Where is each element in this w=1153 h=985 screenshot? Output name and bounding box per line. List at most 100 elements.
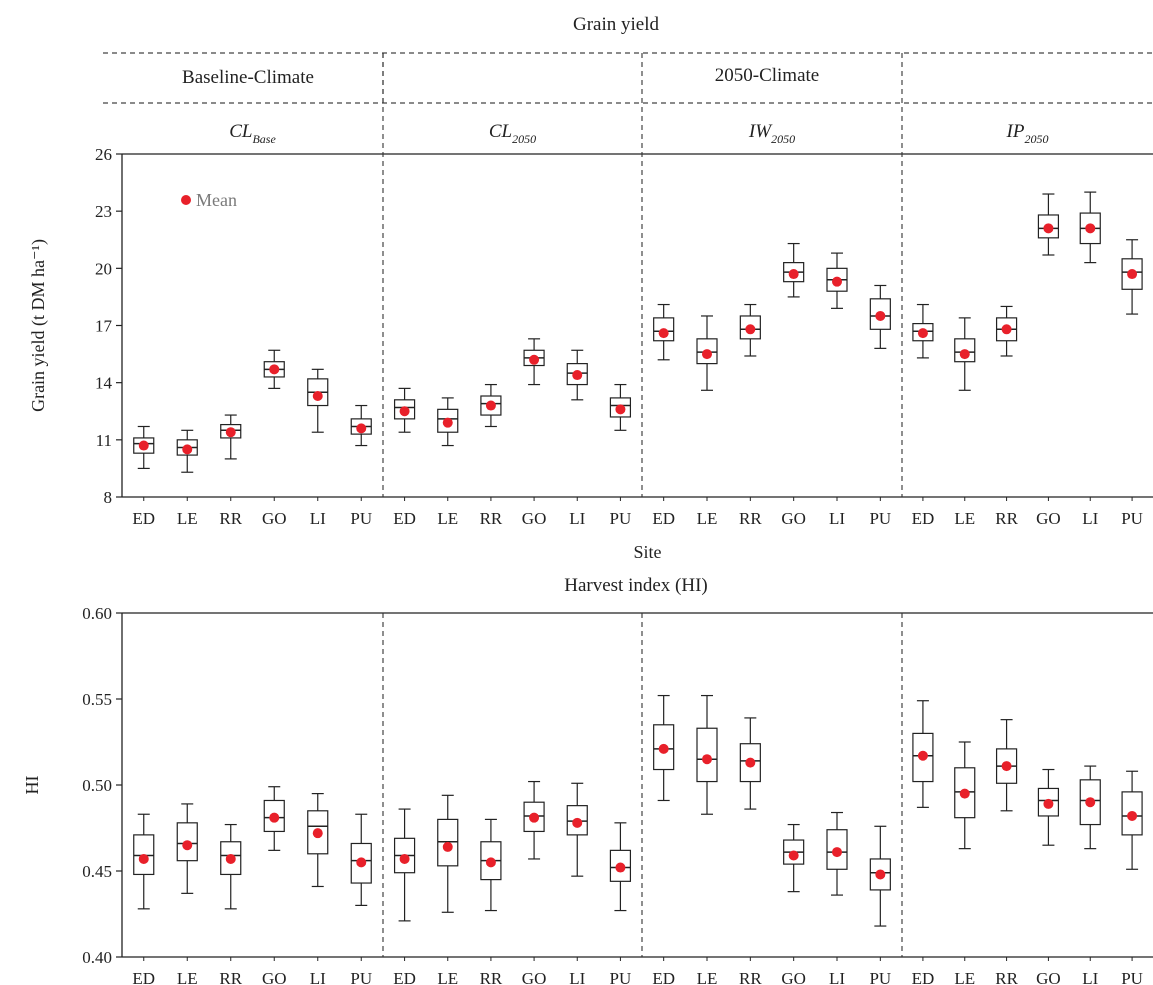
figure-title: Grain yield: [573, 14, 660, 35]
y-tick-label: 11: [96, 431, 112, 450]
box-rr: RR: [480, 383, 503, 528]
box-pu: PU: [350, 813, 372, 985]
box-ed: ED: [393, 808, 416, 985]
legend-mean-label: Mean: [196, 190, 237, 210]
mean-marker: [1085, 797, 1096, 808]
mean-marker: [615, 862, 626, 873]
box-go: GO: [1036, 768, 1061, 985]
box-le: LE: [954, 317, 976, 528]
x-tick-label: LE: [177, 969, 198, 985]
box-rr: RR: [995, 719, 1019, 985]
x-tick-label: LI: [569, 509, 585, 528]
x-tick-label: RR: [995, 969, 1018, 985]
x-tick-label: RR: [480, 509, 503, 528]
mean-marker: [138, 853, 149, 864]
panel-label-cl-2050: CL2050: [489, 121, 536, 146]
box-pu: PU: [869, 284, 891, 528]
box-ed: ED: [132, 425, 155, 528]
box-ed: ED: [652, 303, 675, 528]
mean-marker: [788, 850, 799, 861]
x-tick-label: LI: [569, 969, 585, 985]
mean-marker: [1127, 269, 1138, 280]
x-tick-label: GO: [781, 969, 806, 985]
x-tick-label: GO: [522, 969, 547, 985]
box-pu: PU: [1121, 239, 1143, 528]
box-le: LE: [954, 741, 976, 985]
mean-marker: [399, 853, 410, 864]
y-tick-label: 0.60: [82, 604, 112, 623]
mean-marker: [442, 841, 453, 852]
box-go: GO: [262, 349, 287, 528]
mean-marker: [312, 391, 323, 402]
x-tick-label: PU: [350, 509, 372, 528]
x-tick-label: LI: [829, 969, 845, 985]
x-tick-label: LI: [1082, 969, 1098, 985]
mean-marker: [959, 349, 970, 360]
panel-labels: CLBase CL2050 IW2050 IP2050: [229, 121, 1048, 146]
box-go: GO: [1036, 193, 1061, 528]
y-axis-label: Grain yield (t DM ha⁻¹): [28, 239, 49, 412]
box-rr: RR: [739, 303, 762, 528]
box-go: GO: [522, 780, 547, 985]
x-tick-label: ED: [652, 509, 675, 528]
box-li: LI: [826, 811, 848, 985]
x-tick-label: GO: [522, 509, 547, 528]
x-tick-label: LE: [437, 509, 458, 528]
x-tick-label: RR: [480, 969, 503, 985]
x-tick-label: GO: [262, 969, 287, 985]
box-li: LI: [1079, 191, 1101, 528]
box-ed: ED: [912, 700, 935, 985]
y-tick-label: 14: [95, 374, 113, 393]
mean-marker: [529, 812, 540, 823]
x-tick-label: PU: [1121, 969, 1143, 985]
x-tick-label: RR: [219, 509, 242, 528]
box-le: LE: [437, 794, 459, 985]
x-tick-label: RR: [739, 969, 762, 985]
box-pu: PU: [1121, 770, 1143, 985]
mean-marker: [1043, 798, 1054, 809]
y-tick-label: 0.50: [82, 776, 112, 795]
mean-marker: [702, 349, 712, 360]
mean-marker: [182, 840, 193, 851]
x-tick-label: RR: [995, 509, 1018, 528]
mean-marker: [745, 757, 756, 768]
y-tick-label: 23: [95, 202, 112, 221]
box-rr: RR: [480, 818, 503, 985]
x-tick-label: ED: [393, 969, 416, 985]
x-tick-label: GO: [1036, 509, 1061, 528]
x-tick-label: ED: [912, 509, 935, 528]
x-tick-label: LE: [954, 969, 975, 985]
box-ed: ED: [652, 694, 675, 985]
x-tick-label: LE: [697, 969, 718, 985]
x-tick-label: PU: [869, 969, 891, 985]
mean-marker: [832, 276, 842, 287]
box-le: LE: [176, 803, 198, 985]
mean-marker: [485, 400, 496, 411]
panel-label-iw-2050: IW2050: [748, 121, 795, 146]
box-le: LE: [696, 694, 718, 985]
x-tick-label: LI: [1082, 509, 1098, 528]
x-tick-label: ED: [912, 969, 935, 985]
box-ed: ED: [132, 813, 155, 985]
y-axis-label: HI: [22, 776, 42, 795]
box-pu: PU: [610, 822, 632, 985]
mean-marker: [658, 743, 669, 754]
box-le: LE: [437, 397, 459, 528]
box-li: LI: [566, 349, 588, 528]
mean-marker: [572, 817, 583, 828]
x-tick-label: LE: [954, 509, 975, 528]
x-tick-label: LI: [829, 509, 845, 528]
mean-marker: [356, 423, 367, 434]
x-tick-label: PU: [610, 969, 632, 985]
box-go: GO: [781, 242, 806, 528]
x-tick-label: ED: [393, 509, 416, 528]
mean-marker: [572, 370, 583, 381]
y-tick-label: 0.40: [82, 948, 112, 967]
box-rr: RR: [739, 717, 762, 985]
x-tick-label: LE: [697, 509, 718, 528]
box-li: LI: [1079, 765, 1101, 985]
x-tick-label: PU: [1121, 509, 1143, 528]
x-tick-label: LE: [177, 509, 198, 528]
box-go: GO: [262, 786, 287, 985]
